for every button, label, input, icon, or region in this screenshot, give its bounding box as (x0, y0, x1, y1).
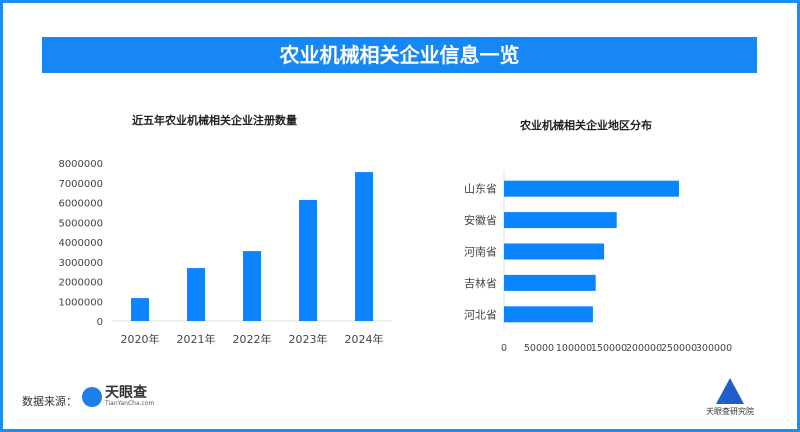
x-tick-label: 2023年 (289, 332, 328, 346)
x-tick-label: 250000 (661, 343, 697, 354)
y-tick-label: 2000000 (58, 278, 103, 289)
x-tick-label: 150000 (591, 343, 627, 354)
y-tick-label: 安徽省 (464, 213, 497, 227)
logo-sub: TianYanCha.com (105, 400, 155, 407)
y-tick-label: 4000000 (58, 238, 103, 249)
x-tick-label: 2020年 (121, 332, 160, 346)
institute-mark-icon (716, 378, 744, 404)
x-tick-label: 200000 (626, 343, 662, 354)
logo-name: 天眼查 (105, 385, 147, 401)
y-tick-label: 河北省 (464, 308, 497, 321)
x-tick-label: 100000 (556, 343, 592, 354)
y-tick-label: 3000000 (58, 258, 103, 269)
chart-title-left: 近五年农业机械相关企业注册数量 (132, 114, 297, 127)
bar-2021年 (187, 268, 205, 321)
bar-安徽省 (504, 212, 617, 229)
bar-吉林省 (504, 274, 596, 291)
y-tick-label: 6000000 (58, 199, 103, 210)
bar-河北省 (504, 306, 593, 323)
y-tick-label: 7000000 (58, 179, 103, 190)
y-tick-label: 河南省 (464, 246, 497, 259)
bar-2023年 (299, 199, 317, 321)
source-label: 数据来源： (22, 395, 77, 408)
y-tick-label: 8000000 (58, 159, 103, 170)
y-tick-label: 5000000 (58, 218, 103, 229)
bar-2020年 (131, 298, 149, 321)
bar-2024年 (355, 172, 373, 321)
y-tick-label: 山东省 (464, 183, 497, 196)
institute-logo: 天眼查研究院 (700, 378, 760, 417)
page-frame (3, 3, 797, 429)
x-tick-label: 2022年 (233, 332, 272, 346)
bar-2022年 (243, 251, 261, 321)
institute-name: 天眼查研究院 (706, 407, 754, 416)
tianyancha-logo: 天眼查 TianYanCha.com (82, 386, 154, 407)
x-tick-label: 0 (501, 343, 507, 354)
y-tick-label: 1000000 (58, 297, 103, 308)
x-tick-label: 2024年 (345, 332, 384, 346)
chart-title-right: 农业机械相关企业地区分布 (520, 119, 652, 132)
bar-河南省 (504, 243, 605, 260)
x-tick-label: 300000 (696, 343, 732, 354)
bar-山东省 (504, 180, 679, 197)
y-tick-label: 0 (97, 317, 103, 328)
logo-icon (82, 386, 102, 407)
page-title: 农业机械相关企业信息一览 (42, 37, 757, 73)
x-tick-label: 50000 (524, 343, 554, 354)
y-tick-label: 吉林省 (464, 276, 497, 290)
x-tick-label: 2021年 (177, 332, 216, 346)
